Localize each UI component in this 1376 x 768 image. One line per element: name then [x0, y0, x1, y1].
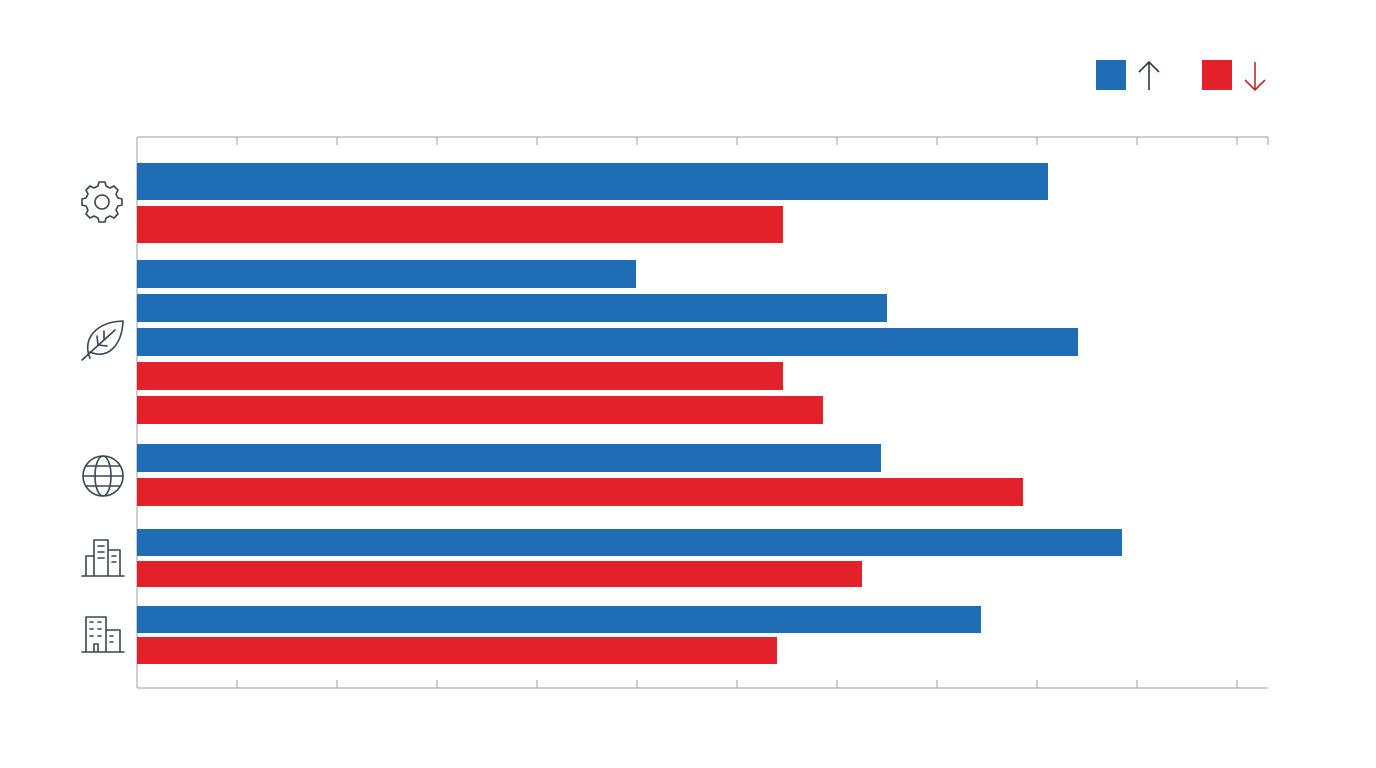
bar	[137, 328, 1078, 356]
buildings-icon	[81, 539, 125, 577]
bar	[137, 294, 887, 322]
legend-swatch	[1096, 60, 1126, 90]
bar	[137, 529, 1122, 556]
bar	[137, 561, 862, 587]
bar	[137, 206, 783, 243]
leaf-icon	[81, 320, 124, 361]
bar	[137, 362, 783, 390]
legend-arrow-down	[1244, 62, 1266, 92]
bar	[137, 163, 1048, 200]
category-icons	[81, 181, 125, 653]
office-icon	[81, 616, 125, 653]
legend-swatch	[1202, 60, 1232, 90]
gear-icon	[81, 181, 123, 223]
bar	[137, 260, 636, 288]
bar	[137, 606, 981, 633]
legend	[1096, 60, 1266, 92]
bar	[137, 396, 823, 424]
bar	[137, 637, 777, 664]
bar	[137, 444, 881, 472]
bar	[137, 478, 1023, 506]
globe-icon	[82, 455, 124, 497]
legend-arrow-up	[1138, 60, 1160, 90]
